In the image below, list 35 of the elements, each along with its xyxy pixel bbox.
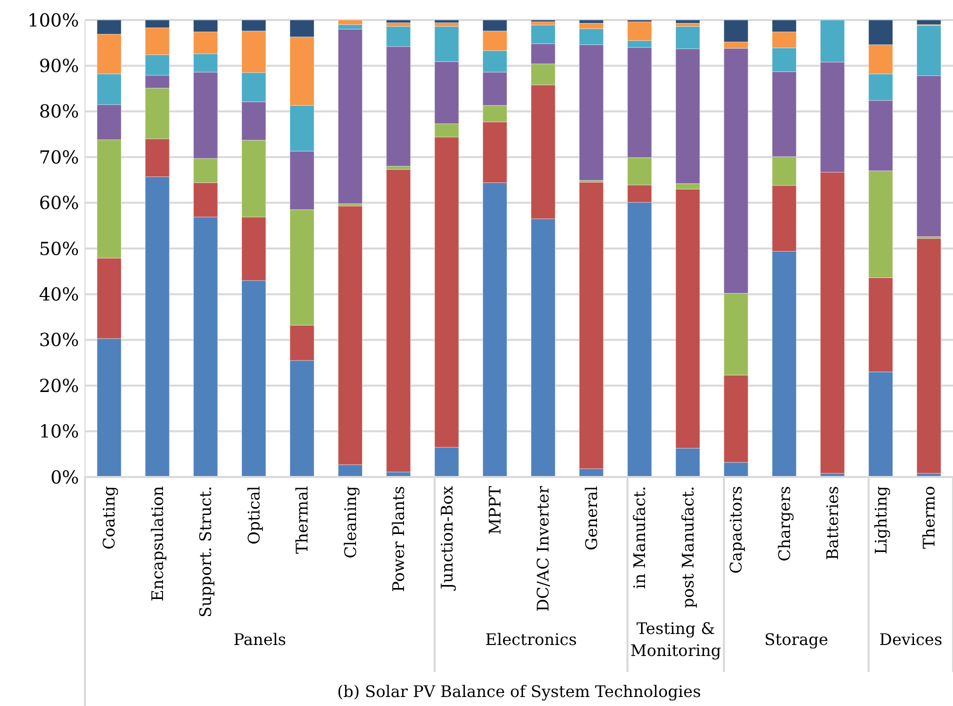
x-tick-label: Power Plants: [389, 486, 408, 592]
x-tick-label: Support. Struct.: [196, 486, 216, 618]
x-axis-title: (b) Solar PV Balance of System Technologies: [337, 682, 701, 701]
x-tick-label: Capacitors: [726, 486, 746, 574]
x-tick-label: in Manufact.: [630, 486, 650, 589]
x-tick-label: Chargers: [774, 486, 794, 562]
text: Electronics: [485, 630, 577, 649]
y-tick-label: 0%: [50, 467, 79, 488]
y-tick-label: 100%: [28, 10, 79, 32]
text: Panels: [233, 630, 286, 649]
x-tick-label: Thermal: [292, 486, 312, 554]
x-tick-label: Batteries: [823, 486, 842, 560]
x-tick-label: DC/AC Inverter: [534, 486, 553, 612]
y-tick-label: 30%: [38, 330, 79, 352]
x-tick-label: Coating: [100, 486, 119, 550]
x-tick-label: Encapsulation: [148, 486, 167, 602]
x-tick-label: Lighting: [871, 486, 890, 554]
text: Storage: [764, 630, 828, 649]
y-tick-label: 20%: [38, 376, 79, 397]
x-tick-label: Thermo: [919, 486, 938, 549]
x-tick-label: General: [582, 486, 601, 550]
x-tick-label: MPPT: [485, 486, 504, 535]
y-tick-label: 50%: [38, 238, 79, 260]
y-tick-label: 90%: [38, 56, 79, 77]
x-tick-label: post Manufact.: [678, 486, 698, 608]
y-tick-label: 80%: [38, 102, 79, 123]
y-tick-label: 40%: [38, 284, 79, 306]
y-tick-label: 70%: [38, 147, 79, 168]
y-tick-label: 60%: [38, 193, 79, 214]
x-tick-label: Cleaning: [340, 486, 360, 558]
text: Testing & Monitoring: [630, 619, 722, 660]
y-tick-label: 10%: [38, 422, 79, 443]
x-tick-label: Junction-Box: [437, 486, 456, 592]
text: Devices: [879, 630, 942, 649]
x-tick-label: Optical: [244, 486, 264, 545]
